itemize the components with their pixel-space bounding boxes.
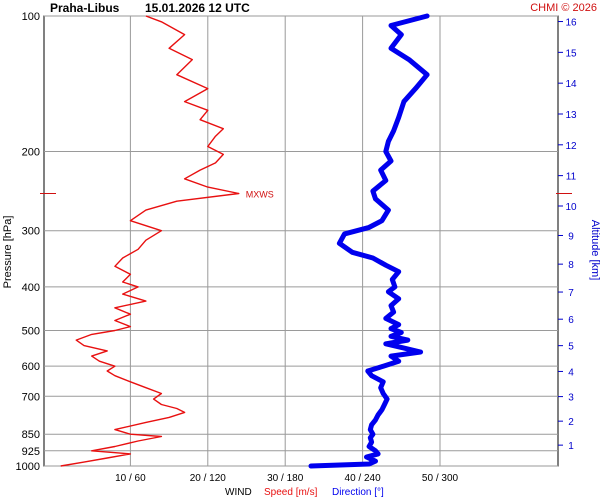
- altitude-tick-label: 1: [568, 441, 574, 452]
- altitude-tick-label: 9: [568, 231, 574, 242]
- altitude-tick-label: 6: [568, 315, 574, 326]
- x-tick-label: 10 / 60: [115, 473, 146, 484]
- pressure-tick-label: 850: [22, 429, 40, 441]
- speed-legend-label: Speed [m/s]: [264, 487, 318, 498]
- altitude-axis-title: Altitude [km]: [589, 220, 600, 281]
- pressure-tick-label: 500: [22, 326, 40, 338]
- altitude-tick-label: 7: [568, 288, 574, 299]
- mxws-label: MXWS: [246, 190, 274, 200]
- pressure-tick-label: 600: [22, 361, 40, 373]
- plot-frame: [43, 15, 559, 467]
- pressure-tick-label: 100: [22, 11, 40, 23]
- altitude-tick-label: 13: [565, 110, 577, 121]
- station-title: Praha-Libus: [50, 1, 120, 15]
- x-tick-label: 40 / 240: [345, 473, 382, 484]
- wind-label: WIND: [225, 487, 252, 498]
- altitude-tick-label: 16: [565, 18, 577, 29]
- pressure-tick-label: 1000: [16, 461, 40, 473]
- altitude-tick-label: 5: [568, 342, 574, 353]
- direction-legend-label: Direction [°]: [332, 487, 384, 498]
- altitude-tick-label: 8: [568, 260, 574, 271]
- x-tick-label: 50 / 300: [422, 473, 459, 484]
- pressure-tick-label: 925: [22, 446, 40, 458]
- copyright-label: CHMI © 2026: [530, 2, 597, 14]
- pressure-tick-label: 200: [22, 146, 40, 158]
- altitude-tick-label: 11: [566, 172, 577, 183]
- direction-series-line: [308, 13, 430, 469]
- altitude-tick-label: 2: [568, 417, 574, 428]
- altitude-tick-label: 3: [568, 393, 574, 404]
- grid-lines: [44, 15, 558, 467]
- pressure-axis: 100 200 300 400 500 600 700 850 925 1000: [16, 11, 40, 473]
- pressure-axis-title: Pressure [hPa]: [2, 216, 14, 289]
- pressure-tick-label: 300: [22, 226, 40, 238]
- datetime-title: 15.01.2026 12 UTC: [145, 1, 250, 15]
- x-tick-label: 20 / 120: [190, 473, 227, 484]
- pressure-tick-label: 400: [22, 282, 40, 294]
- altitude-tick-label: 15: [565, 48, 577, 59]
- x-tick-label: 30 / 180: [267, 473, 304, 484]
- altitude-tick-label: 10: [565, 202, 577, 213]
- altitude-tick-label: 14: [565, 79, 577, 90]
- pressure-tick-label: 700: [22, 391, 40, 403]
- altitude-tick-label: 12: [565, 141, 577, 152]
- speed-series-line: [60, 15, 240, 467]
- x-axis: 10 / 60 20 / 120 30 / 180 40 / 240 50 / 300: [115, 473, 458, 484]
- altitude-tick-label: 4: [568, 367, 574, 378]
